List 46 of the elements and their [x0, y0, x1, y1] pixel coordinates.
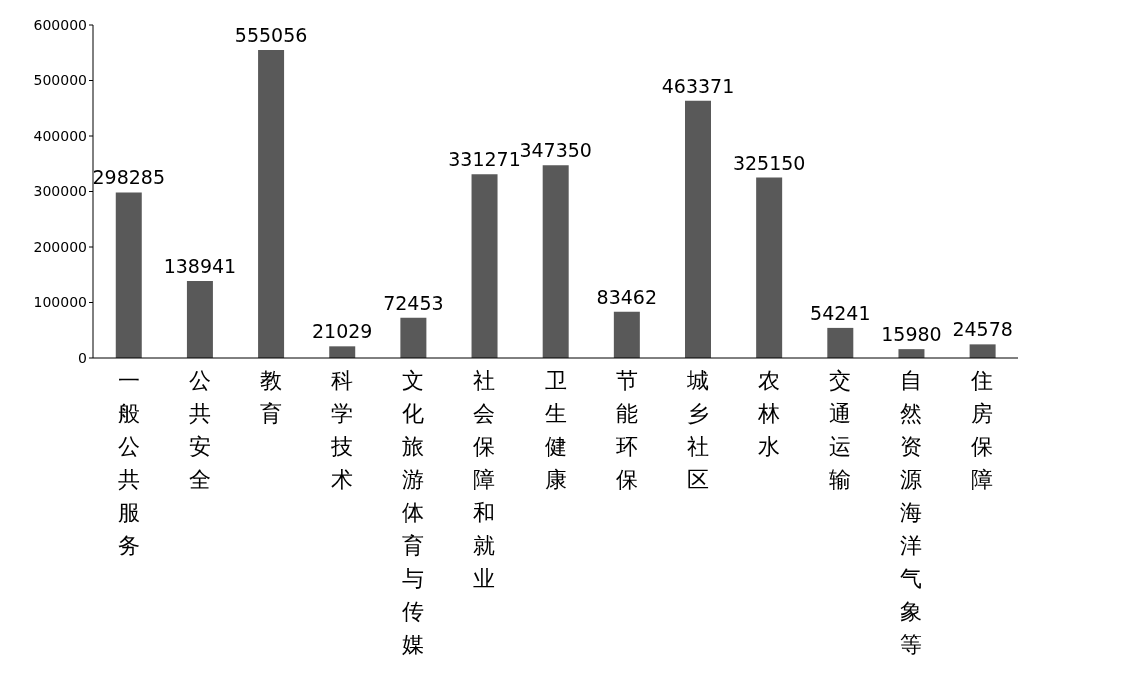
bar — [685, 100, 711, 358]
x-tick-label: 交通运输 — [829, 368, 852, 492]
bar — [186, 280, 213, 358]
bar — [756, 177, 783, 358]
data-label: 325150 — [732, 151, 806, 174]
category-label: 自然资源海洋气象等 — [900, 368, 923, 657]
data-label: 83462 — [596, 285, 658, 308]
data-label: 15980 — [881, 323, 942, 346]
x-tick-label: 科学技术 — [330, 368, 354, 492]
y-tick-label: 300000 — [33, 183, 87, 200]
bar — [898, 349, 925, 358]
y-tick-label: 200000 — [33, 238, 87, 255]
bar — [969, 344, 996, 358]
data-label: 298285 — [92, 166, 166, 189]
x-tick-label: 城乡社区 — [685, 368, 709, 492]
data-label: 347350 — [519, 139, 592, 162]
y-tick-label: 100000 — [33, 294, 87, 311]
x-tick-label: 农林水 — [756, 368, 780, 459]
bar — [827, 327, 854, 358]
x-tick-label: 住房保障 — [970, 368, 994, 492]
data-label: 54241 — [810, 301, 871, 324]
y-tick-label: 500000 — [33, 72, 87, 89]
x-tick-label: 公共安全 — [188, 368, 211, 492]
bar — [115, 192, 142, 358]
data-label: 555056 — [234, 23, 308, 46]
bar — [400, 317, 427, 358]
y-tick-label: 600000 — [33, 16, 87, 33]
bar — [329, 346, 356, 358]
category-label: 文化旅游体育与传媒 — [402, 368, 425, 657]
x-tick-label: 卫生健康 — [544, 368, 567, 492]
data-label: 21029 — [312, 320, 373, 343]
bar — [542, 165, 569, 358]
data-label: 331271 — [448, 148, 521, 171]
bar — [613, 311, 640, 358]
data-label: 24578 — [952, 318, 1013, 341]
x-tick-label: 社会保障和就业 — [473, 368, 496, 591]
x-tick-label: 节能环保 — [615, 368, 638, 492]
x-tick-label: 教育 — [259, 368, 282, 426]
bar — [258, 49, 285, 358]
y-tick-label: 0 — [78, 349, 87, 366]
bar — [471, 174, 498, 358]
y-tick-label: 400000 — [33, 127, 87, 144]
x-tick-label: 一般公共服务 — [117, 368, 140, 558]
data-label: 463371 — [661, 74, 735, 97]
data-label: 138941 — [163, 254, 237, 277]
data-label: 72453 — [383, 291, 444, 314]
